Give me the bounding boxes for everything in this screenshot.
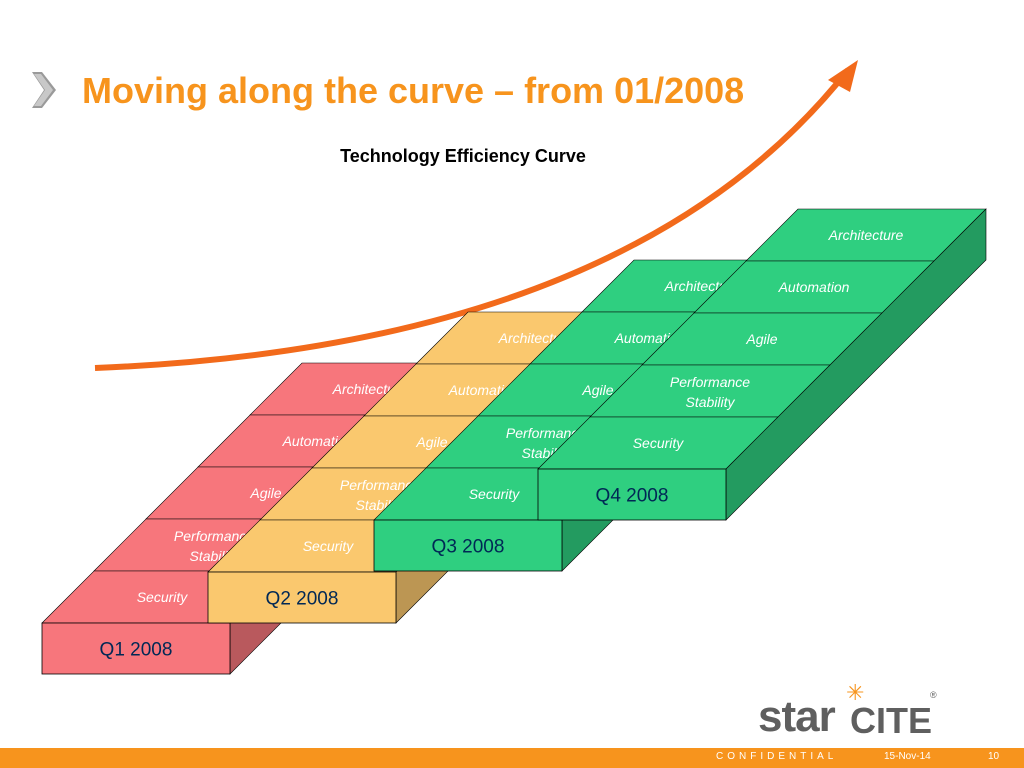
logo-cite-text: CITE bbox=[850, 700, 933, 741]
quarter-front-face: Q1 2008 bbox=[41, 622, 231, 675]
quarter-label: Q3 2008 bbox=[432, 537, 505, 558]
quarter-label: Q1 2008 bbox=[100, 640, 173, 661]
stack-row-label: Automation bbox=[778, 279, 850, 295]
quarter-label: Q4 2008 bbox=[596, 486, 669, 507]
chart-subtitle: Technology Efficiency Curve bbox=[340, 146, 586, 166]
stack-row-label: Security bbox=[137, 589, 189, 605]
stack-row: Performance Stability bbox=[589, 364, 831, 418]
logo-star-text: star bbox=[758, 692, 836, 741]
stack-row-label: Agile bbox=[415, 434, 447, 450]
stack-row-label: Security bbox=[633, 435, 685, 451]
stack-row-label: Performance Stability bbox=[174, 528, 254, 564]
stack-row-label: Agile bbox=[745, 331, 777, 347]
efficiency-curve-arrow bbox=[94, 68, 851, 371]
footer-confidential: CONFIDENTIAL bbox=[716, 751, 838, 762]
quarter-stack-4: Architecture Automation Agile Performance St… bbox=[537, 208, 987, 521]
quarter-front-face: Q4 2008 bbox=[537, 468, 727, 521]
quarter-front-face: Q2 2008 bbox=[207, 571, 397, 624]
efficiency-diagram: Architecture Automation Agile Performance St… bbox=[41, 60, 987, 675]
stack-row: Architecture bbox=[745, 208, 987, 262]
stack-row: Security bbox=[537, 416, 779, 470]
stack-row-label: Architecture bbox=[828, 227, 904, 243]
quarter-front-face: Q3 2008 bbox=[373, 519, 563, 572]
company-logo: ✳ star CITE ® bbox=[758, 680, 948, 741]
stack-row-label: Agile bbox=[249, 485, 281, 501]
arrowhead-icon bbox=[828, 60, 858, 92]
stack-row-label: Security bbox=[469, 486, 521, 502]
stack-row-label: Performance Stability bbox=[670, 374, 750, 410]
footer-date: 15-Nov-14 bbox=[884, 751, 931, 762]
logo-registered-mark: ® bbox=[930, 690, 937, 700]
page-title: Moving along the curve – from 01/2008 bbox=[82, 70, 745, 111]
quarter-label: Q2 2008 bbox=[266, 589, 339, 610]
chevron-right-icon bbox=[32, 72, 56, 108]
stack-row-label: Agile bbox=[581, 382, 613, 398]
spark-icon: ✳ bbox=[846, 680, 865, 705]
footer-bar: CONFIDENTIAL 15-Nov-14 10 bbox=[0, 748, 1024, 768]
stack-row-label: Security bbox=[303, 538, 355, 554]
footer-page-number: 10 bbox=[988, 751, 1000, 762]
